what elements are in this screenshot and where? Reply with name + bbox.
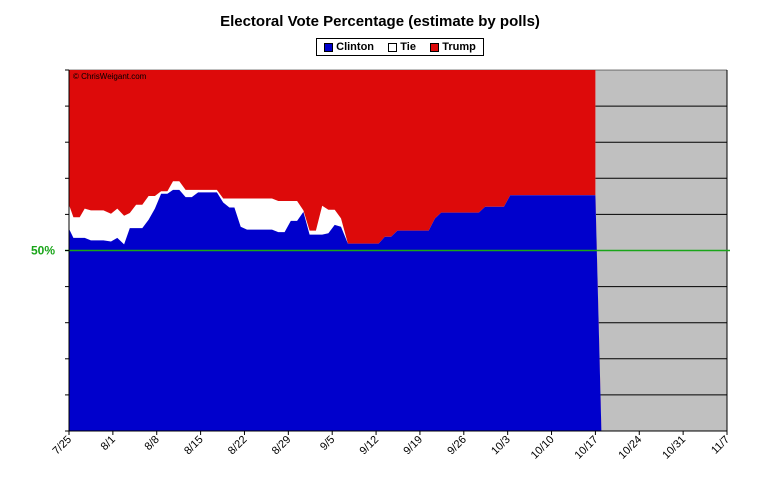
x-tick-label: 10/24	[616, 434, 644, 462]
x-tick-label: 8/8	[143, 434, 162, 453]
fifty-percent-label: 50%	[31, 244, 55, 258]
series-area-clinton	[69, 189, 602, 431]
legend-swatch-trump	[430, 42, 440, 52]
x-tick-label: 9/5	[318, 434, 337, 453]
legend-label-tie: Tie	[400, 41, 416, 53]
legend-entry-trump: Trump	[430, 41, 476, 53]
x-tick-label: 8/22	[226, 434, 250, 458]
x-tick-label: 8/15	[182, 434, 206, 458]
legend-label-trump: Trump	[442, 41, 476, 53]
x-tick-label: 8/29	[270, 434, 294, 458]
legend-label-clinton: Clinton	[336, 41, 375, 53]
x-tick-label: 11/7	[709, 434, 732, 457]
watermark-text: © ChrisWeigant.com	[73, 72, 147, 81]
x-tick-label: 7/25	[50, 434, 74, 458]
x-tick-label: 9/26	[445, 434, 469, 458]
x-tick-label: 10/31	[660, 434, 688, 462]
legend-swatch-clinton	[324, 42, 334, 52]
y-ticks	[65, 69, 69, 432]
legend: Clinton Tie Trump	[316, 38, 484, 56]
x-ticks: 7/25 8/1 8/8 8/15 8/22 8/29 9/5 9/12 9/19 9/26 10/…	[50, 431, 732, 462]
legend-entry-tie: Tie	[388, 41, 416, 53]
x-tick-label: 8/1	[99, 434, 118, 453]
x-tick-label: 9/19	[401, 434, 425, 458]
x-tick-label: 9/12	[358, 434, 382, 458]
x-tick-label: 10/10	[529, 434, 557, 462]
x-tick-label: 10/3	[489, 434, 513, 458]
legend-swatch-tie	[388, 42, 398, 52]
legend-entry-clinton: Clinton	[324, 41, 374, 53]
chart-title: Electoral Vote Percentage (estimate by p…	[220, 13, 540, 30]
x-tick-label: 10/17	[573, 434, 601, 462]
